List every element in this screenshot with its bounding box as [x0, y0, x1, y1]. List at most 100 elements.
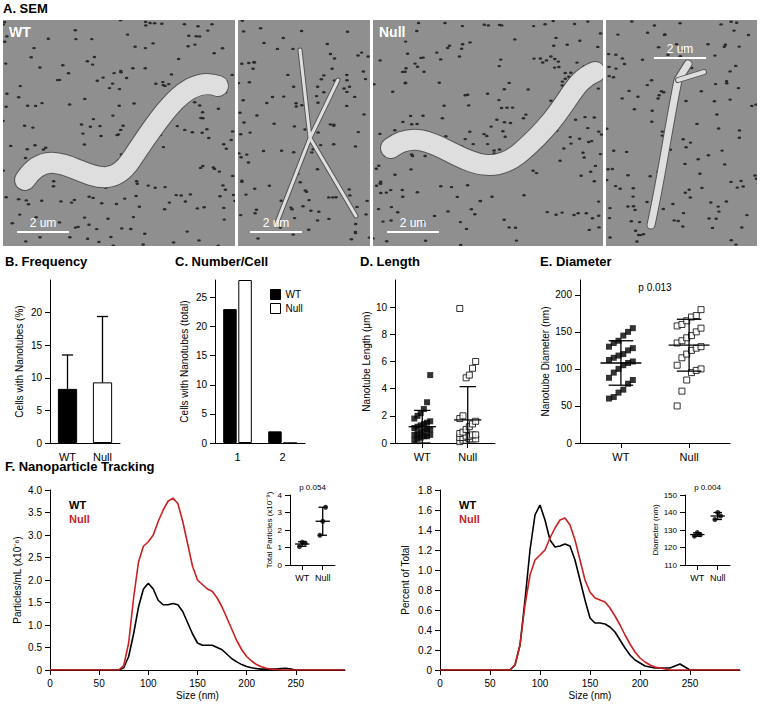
svg-text:Nanotube Diameter (nm): Nanotube Diameter (nm)	[540, 306, 551, 416]
svg-text:0.5: 0.5	[28, 642, 42, 653]
svg-text:Null: Null	[315, 573, 331, 583]
svg-text:WT: WT	[69, 499, 86, 511]
svg-text:B. Frequency: B. Frequency	[5, 254, 88, 269]
svg-text:5: 5	[36, 405, 42, 416]
svg-text:150: 150	[189, 678, 206, 689]
svg-text:0: 0	[201, 438, 207, 449]
svg-text:2 um: 2 um	[30, 216, 57, 230]
svg-text:0: 0	[566, 438, 572, 449]
svg-text:Null: Null	[710, 573, 726, 583]
svg-text:140: 140	[664, 508, 678, 517]
svg-text:1.0: 1.0	[418, 565, 432, 576]
svg-text:25: 25	[196, 292, 208, 303]
svg-text:WT: WT	[459, 499, 476, 511]
svg-text:8: 8	[381, 329, 387, 340]
svg-text:Size (nm): Size (nm)	[176, 690, 219, 701]
svg-text:150: 150	[555, 326, 572, 337]
svg-text:C. Number/Cell: C. Number/Cell	[175, 254, 268, 269]
svg-text:15: 15	[31, 340, 43, 351]
svg-text:200: 200	[238, 678, 255, 689]
svg-text:200: 200	[555, 289, 572, 300]
svg-text:WT: WT	[286, 289, 302, 300]
svg-text:A. SEM: A. SEM	[3, 1, 48, 16]
svg-text:10: 10	[31, 372, 43, 383]
svg-text:1.2: 1.2	[418, 545, 432, 556]
svg-text:10: 10	[196, 379, 208, 390]
svg-text:4.0: 4.0	[28, 485, 42, 496]
svg-text:2: 2	[381, 410, 387, 421]
svg-text:2 um: 2 um	[400, 216, 427, 230]
svg-text:50: 50	[94, 678, 106, 689]
svg-text:130: 130	[664, 526, 678, 535]
svg-text:WT: WT	[690, 573, 704, 583]
svg-text:Cells with Nanotubes (%): Cells with Nanotubes (%)	[14, 305, 25, 417]
svg-text:1.5: 1.5	[28, 597, 42, 608]
svg-text:2 um: 2 um	[667, 42, 694, 56]
svg-text:120: 120	[664, 543, 678, 552]
svg-text:WT: WT	[295, 573, 309, 583]
svg-text:20: 20	[31, 307, 43, 318]
svg-text:20: 20	[196, 321, 208, 332]
svg-text:0.4: 0.4	[418, 625, 432, 636]
svg-text:0: 0	[36, 438, 42, 449]
svg-text:6: 6	[381, 356, 387, 367]
svg-text:0: 0	[278, 561, 283, 570]
svg-text:Cells with Nanotubes (total): Cells with Nanotubes (total)	[179, 300, 190, 422]
svg-text:100: 100	[555, 363, 572, 374]
svg-text:0.8: 0.8	[418, 585, 432, 596]
svg-text:100: 100	[140, 678, 157, 689]
svg-text:p 0.054: p 0.054	[299, 483, 326, 492]
svg-text:0: 0	[36, 665, 42, 676]
svg-text:50: 50	[561, 400, 573, 411]
svg-text:3.0: 3.0	[28, 530, 42, 541]
svg-text:3: 3	[278, 508, 283, 517]
svg-text:250: 250	[682, 678, 699, 689]
svg-text:250: 250	[287, 678, 304, 689]
svg-text:0: 0	[47, 678, 53, 689]
svg-text:WT: WT	[9, 24, 31, 40]
svg-text:3.5: 3.5	[28, 507, 42, 518]
svg-text:100: 100	[532, 678, 549, 689]
svg-text:Total Particles (x10⁻⁹): Total Particles (x10⁻⁹)	[265, 491, 274, 568]
svg-text:150: 150	[582, 678, 599, 689]
svg-text:Null: Null	[379, 24, 405, 40]
svg-text:1.8: 1.8	[418, 485, 432, 496]
svg-text:15: 15	[196, 350, 208, 361]
svg-text:Null: Null	[69, 513, 90, 525]
svg-text:150: 150	[664, 491, 678, 500]
svg-text:Diameter (nm): Diameter (nm)	[651, 504, 660, 555]
svg-text:Null: Null	[459, 513, 480, 525]
svg-text:0.2: 0.2	[418, 645, 432, 656]
svg-text:4: 4	[278, 491, 283, 500]
svg-text:1: 1	[234, 451, 240, 463]
svg-text:4: 4	[381, 383, 387, 394]
svg-text:10: 10	[376, 302, 388, 313]
svg-text:1.4: 1.4	[418, 525, 432, 536]
svg-text:0: 0	[381, 438, 387, 449]
svg-text:Nanotube Length (μm): Nanotube Length (μm)	[361, 311, 372, 411]
svg-text:Null: Null	[286, 303, 303, 314]
svg-text:200: 200	[632, 678, 649, 689]
svg-text:0: 0	[437, 678, 443, 689]
svg-text:p 0.013: p 0.013	[638, 282, 672, 293]
svg-text:Particles/mL (x10⁻⁶): Particles/mL (x10⁻⁶)	[12, 536, 23, 623]
svg-text:1.6: 1.6	[418, 505, 432, 516]
svg-text:2.0: 2.0	[28, 575, 42, 586]
svg-text:2: 2	[278, 526, 283, 535]
svg-text:WT: WT	[612, 451, 629, 463]
svg-text:110: 110	[664, 561, 677, 570]
svg-text:WT: WT	[414, 451, 431, 463]
svg-text:Null: Null	[458, 451, 477, 463]
svg-text:p 0.004: p 0.004	[694, 483, 721, 492]
svg-text:D. Length: D. Length	[360, 254, 420, 269]
svg-text:Null: Null	[680, 451, 699, 463]
svg-text:2 um: 2 um	[263, 216, 290, 230]
svg-text:50: 50	[484, 678, 496, 689]
svg-text:Size (nm): Size (nm)	[569, 690, 612, 701]
svg-text:Percent of Total: Percent of Total	[400, 545, 411, 614]
svg-text:1.0: 1.0	[28, 620, 42, 631]
svg-text:5: 5	[201, 408, 207, 419]
svg-text:2.5: 2.5	[28, 552, 42, 563]
svg-text:2: 2	[279, 451, 285, 463]
svg-text:0.6: 0.6	[418, 605, 432, 616]
